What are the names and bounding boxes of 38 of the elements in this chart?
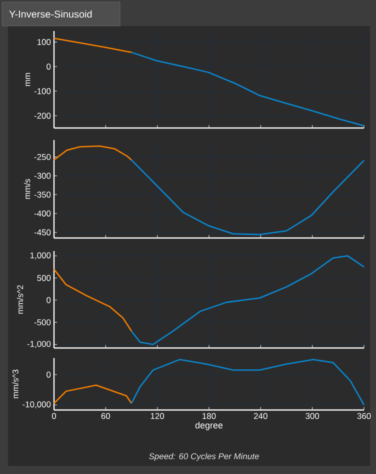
text: Speed: 60 Cycles Per Minute xyxy=(149,453,259,461)
y-tick-label: -1,000 xyxy=(27,340,51,348)
line-series xyxy=(53,384,132,404)
y-tick-label: 0 xyxy=(46,64,51,70)
x-tick-label: 240 xyxy=(254,413,268,420)
line-series xyxy=(53,268,132,332)
y-tick-label: 500 xyxy=(37,275,51,282)
x-tick-label: 180 xyxy=(202,413,216,420)
x-tick-label: 300 xyxy=(306,413,320,420)
y-tick-label: -400 xyxy=(34,210,51,216)
y-tick-label: 1,000 xyxy=(30,252,51,260)
line-series xyxy=(130,358,365,406)
x-axis-title: degree xyxy=(195,422,223,430)
x-tick-label: 60 xyxy=(101,413,110,420)
y-tick-label: -500 xyxy=(34,319,51,326)
line-series xyxy=(53,38,132,54)
y-tick-label: -300 xyxy=(34,172,51,179)
y-tick-label: -100 xyxy=(34,88,51,94)
y-axis-title: mm/s^3 xyxy=(12,370,18,398)
line-series xyxy=(53,145,132,161)
line-series xyxy=(130,159,365,236)
y-axis-title: mm xyxy=(26,72,30,86)
x-tick-label: 0 xyxy=(52,413,56,420)
y-axis-title: mm/s^2 xyxy=(16,285,24,314)
chart-title: Y-Inverse-Sinusoid xyxy=(9,10,92,18)
y-tick-label: 100 xyxy=(37,39,51,46)
y-tick-label: -450 xyxy=(34,229,51,236)
x-tick-label: 360 xyxy=(357,413,371,420)
y-tick-label: -250 xyxy=(34,154,51,160)
y-tick-label: -200 xyxy=(34,112,51,119)
y-tick-label: -350 xyxy=(34,192,51,198)
x-tick-label: 120 xyxy=(150,413,164,420)
line-series xyxy=(130,52,365,126)
line-series xyxy=(130,255,365,346)
y-axis-title: mm/s xyxy=(24,178,30,199)
y-tick-label: -10,000 xyxy=(22,401,51,408)
y-tick-label: 0 xyxy=(46,372,51,378)
y-tick-label: 0 xyxy=(46,297,51,304)
